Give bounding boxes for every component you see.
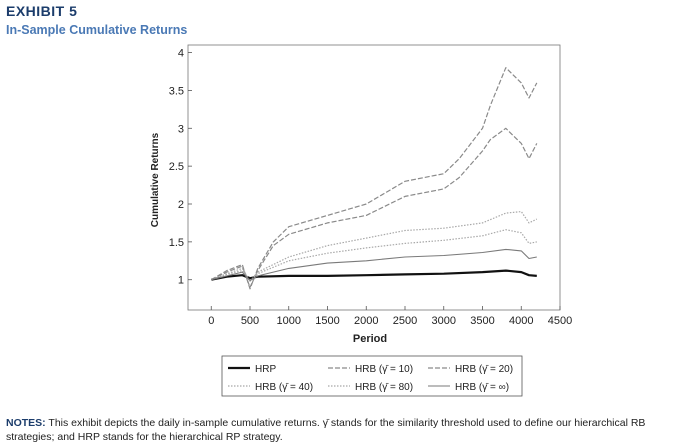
x-axis-label: Period [353, 333, 387, 345]
y-tick-label: 1.5 [169, 237, 184, 249]
series-line-4 [211, 211, 538, 282]
notes-text: This exhibit depicts the daily in-sample… [6, 417, 646, 443]
x-tick-label: 4000 [509, 315, 533, 327]
legend-label: HRB (γ̄ = 20) [455, 364, 513, 375]
y-tick-label: 2 [178, 199, 184, 211]
x-tick-label: 1500 [315, 315, 339, 327]
x-tick-label: 500 [241, 315, 259, 327]
chart-area: 0 500 1000 1500 2000 2500 3000 3500 4000 4500 1 1.5… [150, 44, 573, 397]
legend-label: HRP [255, 364, 276, 375]
notes-label: NOTES: [6, 417, 46, 429]
legend-label: HRB (γ̄ = 40) [255, 382, 313, 393]
x-tick-label: 3000 [432, 315, 456, 327]
y-tick-label: 2.5 [169, 161, 184, 173]
x-tick-label: 2500 [393, 315, 417, 327]
x-tick-label: 1000 [277, 315, 301, 327]
x-tick-label: 2000 [354, 315, 378, 327]
chart-title: In-Sample Cumulative Returns [6, 23, 188, 37]
y-axis-label: Cumulative Returns [150, 132, 161, 227]
plot-border [187, 44, 561, 311]
exhibit-label: EXHIBIT 5 [6, 3, 78, 19]
axis-ticks: 0 500 1000 1500 2000 2500 3000 3500 4000 4500 1 1.5… [169, 48, 573, 327]
notes: NOTES: This exhibit depicts the daily in… [6, 416, 696, 444]
plot-frame [187, 44, 561, 311]
x-tick-label: 0 [208, 315, 214, 327]
legend: HRP HRB (γ̄ = 10) HRB (γ̄ = 20) HRB (γ̄ = 4… [221, 355, 523, 397]
y-tick-label: 3.5 [169, 85, 184, 97]
legend-label: HRB (γ̄ = 10) [355, 364, 413, 375]
y-tick-label: 1 [178, 275, 184, 287]
x-tick-label: 3500 [470, 315, 494, 327]
series-line-3 [211, 127, 538, 288]
y-tick-label: 3 [178, 123, 184, 135]
legend-label: HRB (γ̄ = 80) [355, 382, 413, 393]
series-line-5 [211, 229, 537, 282]
series-line-2 [210, 67, 538, 290]
series-line-6 [211, 248, 537, 282]
series-group [210, 67, 538, 290]
legend-label: HRB (γ̄ = ∞) [455, 382, 509, 393]
y-tick-label: 4 [178, 48, 184, 60]
legend-box [221, 355, 523, 397]
series-line-1 [211, 269, 537, 281]
x-tick-label: 4500 [548, 315, 572, 327]
